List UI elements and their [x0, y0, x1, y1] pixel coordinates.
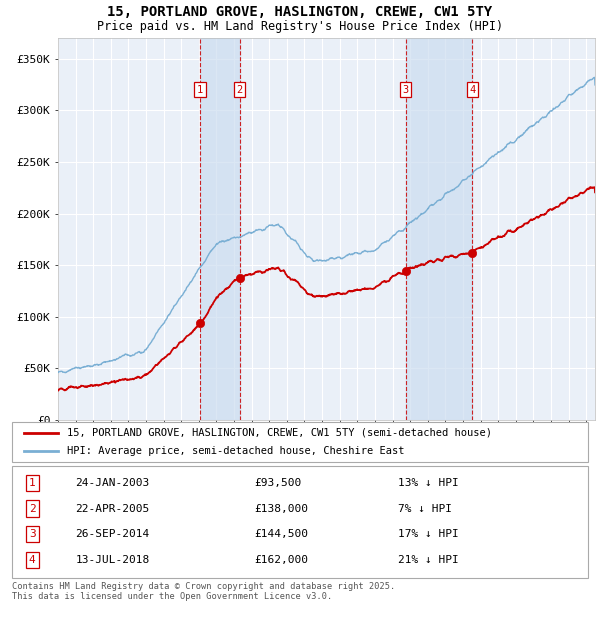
Bar [406, 38, 472, 420]
Text: Price paid vs. HM Land Registry's House Price Index (HPI): Price paid vs. HM Land Registry's House … [97, 20, 503, 33]
Text: Contains HM Land Registry data © Crown copyright and database right 2025.
This d: Contains HM Land Registry data © Crown c… [12, 582, 395, 601]
Text: 7% ↓ HPI: 7% ↓ HPI [398, 503, 452, 513]
Text: 3: 3 [29, 529, 35, 539]
Text: 4: 4 [29, 555, 35, 565]
Text: HPI: Average price, semi-detached house, Cheshire East: HPI: Average price, semi-detached house,… [67, 446, 404, 456]
Text: 13-JUL-2018: 13-JUL-2018 [76, 555, 149, 565]
Text: 13% ↓ HPI: 13% ↓ HPI [398, 478, 458, 488]
Text: 2: 2 [236, 84, 242, 95]
Text: 17% ↓ HPI: 17% ↓ HPI [398, 529, 458, 539]
Text: £144,500: £144,500 [254, 529, 308, 539]
Bar [200, 38, 239, 420]
Text: 21% ↓ HPI: 21% ↓ HPI [398, 555, 458, 565]
Text: £162,000: £162,000 [254, 555, 308, 565]
Text: 1: 1 [29, 478, 35, 488]
Text: 15, PORTLAND GROVE, HASLINGTON, CREWE, CW1 5TY: 15, PORTLAND GROVE, HASLINGTON, CREWE, C… [107, 5, 493, 19]
Text: 24-JAN-2003: 24-JAN-2003 [76, 478, 149, 488]
Text: 26-SEP-2014: 26-SEP-2014 [76, 529, 149, 539]
Text: 3: 3 [403, 84, 409, 95]
Text: 15, PORTLAND GROVE, HASLINGTON, CREWE, CW1 5TY (semi-detached house): 15, PORTLAND GROVE, HASLINGTON, CREWE, C… [67, 428, 492, 438]
Text: £138,000: £138,000 [254, 503, 308, 513]
Text: £93,500: £93,500 [254, 478, 301, 488]
Text: 4: 4 [469, 84, 476, 95]
Text: 22-APR-2005: 22-APR-2005 [76, 503, 149, 513]
Text: 1: 1 [197, 84, 203, 95]
Text: 2: 2 [29, 503, 35, 513]
